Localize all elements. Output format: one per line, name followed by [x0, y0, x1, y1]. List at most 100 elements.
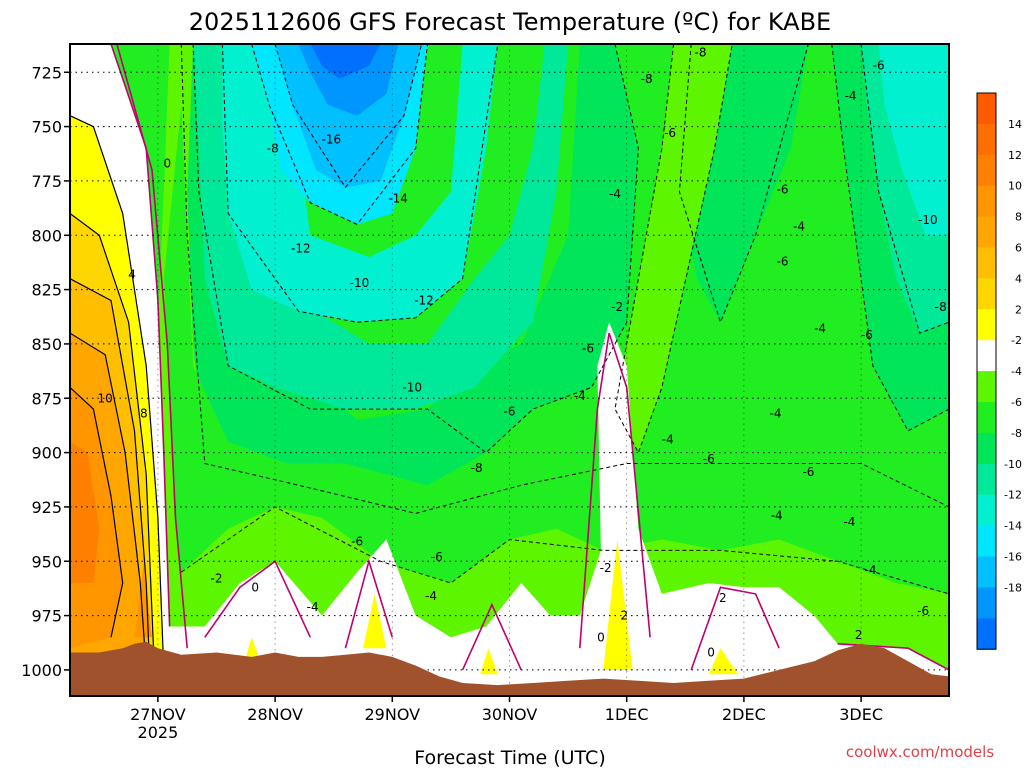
- contour-label: -8: [695, 46, 707, 60]
- contour-label: -10: [350, 276, 370, 290]
- contour-label: -6: [917, 604, 929, 618]
- y-tick-label: 900: [31, 444, 62, 463]
- colorbar-tick-label: 6: [1015, 242, 1022, 255]
- zero-contour-6: [690, 586, 780, 671]
- contour-label: -4: [574, 389, 586, 403]
- field-region-warm-pocket-d: [708, 648, 738, 675]
- colorbar-tick-label: -14: [1004, 520, 1022, 533]
- field-region-east-minus-10-to-12: [878, 44, 949, 236]
- contour-label: 4: [128, 267, 136, 281]
- credit-link[interactable]: coolwx.com/models: [846, 743, 994, 761]
- contour-label: -6: [351, 535, 363, 549]
- solid-contour-4: [70, 386, 124, 638]
- contour-label: 2: [621, 609, 629, 623]
- contour-label: -4: [771, 509, 783, 523]
- colorbar-bin: [977, 432, 996, 465]
- contour-label: 2: [719, 591, 727, 605]
- colorbar-bin: [977, 525, 996, 557]
- solid-contour-0: [70, 115, 165, 670]
- colorbar-tick-label: -16: [1004, 551, 1022, 564]
- colorbar-bin: [977, 340, 996, 372]
- contour-label: 0: [251, 580, 259, 594]
- contour-label: -4: [609, 187, 621, 201]
- contour-label: -4: [864, 563, 876, 577]
- contour-label: 0: [163, 157, 171, 171]
- colorbar-tick-label: 14: [1008, 118, 1022, 131]
- colorbar-bin: [977, 247, 996, 279]
- colorbar-tick-label: 4: [1015, 272, 1022, 285]
- y-tick-label: 825: [31, 281, 62, 300]
- contour-label: -8: [935, 300, 947, 314]
- x-tick-label: 29NOV: [365, 705, 421, 724]
- colorbar-tick-label: 10: [1008, 180, 1022, 193]
- colorbar-bin: [977, 93, 996, 125]
- contour-label: -6: [777, 254, 789, 268]
- contour-label: 2: [855, 628, 863, 642]
- contour-label: -6: [861, 328, 873, 342]
- x-tick-label: 30NOV: [482, 705, 538, 724]
- y-tick-label: 800: [31, 226, 62, 245]
- colorbar-bin: [977, 278, 996, 310]
- colorbar-bin: [977, 402, 996, 434]
- field-region-minus-2-to-4-ridge: [615, 44, 733, 453]
- contour-label: -6: [802, 465, 814, 479]
- y-tick-label: 725: [31, 63, 62, 82]
- colorbar-tick-label: -18: [1004, 581, 1022, 594]
- zero-contour-1: [116, 44, 188, 649]
- colorbar-bin: [977, 216, 996, 248]
- dashed-contour-0: [180, 44, 949, 514]
- contour-label: -10: [918, 213, 938, 227]
- contour-label: -8: [267, 141, 279, 155]
- contour-label: -6: [777, 183, 789, 197]
- colorbar-tick-label: 8: [1015, 211, 1022, 224]
- zero-contour-0: [110, 44, 171, 627]
- colorbar-tick-label: 2: [1015, 303, 1022, 316]
- field-region-minus-18-to-20: [310, 44, 381, 79]
- contour-label: -2: [611, 300, 623, 314]
- colorbar-tick-label: 12: [1008, 149, 1022, 162]
- colorbar-tick-label: -8: [1011, 427, 1022, 440]
- colorbar-bin: [977, 556, 996, 588]
- colorbar: 14 12 10 8 6 4 2 -2 -4 -6 -8 -10 -12 -14 -16 -18: [976, 92, 1022, 650]
- dashed-contour-7: [831, 44, 949, 432]
- y-tick-label: 925: [31, 498, 62, 517]
- contour-label: -12: [414, 293, 434, 307]
- contour-labels: 0 4 10 8 -8 -16 -14 -12 -10 -12 -10 -8 -6 -6 -6 -4 -4 -2 0…: [98, 46, 947, 660]
- contour-label: -8: [641, 72, 653, 86]
- dashed-contour-6: [614, 44, 733, 454]
- contour-label: -10: [402, 380, 422, 394]
- contour-label: -4: [770, 406, 782, 420]
- colorbar-frame: [976, 92, 997, 650]
- colorbar-bin: [977, 494, 996, 527]
- colorbar-tick-label: -2: [1011, 334, 1022, 347]
- zero-contour-5: [579, 332, 651, 649]
- contour-label: -4: [307, 600, 319, 614]
- contour-label: -6: [664, 126, 676, 140]
- colorbar-bin: [977, 371, 996, 403]
- y-tick-label: 750: [31, 118, 62, 137]
- contour-label: -4: [814, 322, 826, 336]
- dashed-contour-2: [221, 44, 499, 323]
- contour-label: -6: [703, 452, 715, 466]
- contour-label: -6: [504, 404, 516, 418]
- colorbar-tick-label: -10: [1004, 458, 1022, 471]
- colorbar-bin: [977, 587, 996, 619]
- contour-label: 0: [597, 630, 605, 644]
- contour-label: -6: [873, 59, 885, 73]
- field-region-warm-pocket-b: [480, 648, 498, 675]
- y-tick-label: 850: [31, 335, 62, 354]
- contour-label: -4: [662, 433, 674, 447]
- zero-contour-3: [344, 558, 394, 649]
- colorbar-bin: [977, 463, 996, 496]
- x-tick-year: 2025: [138, 723, 179, 742]
- colorbar-tick-label: -12: [1004, 489, 1022, 502]
- solid-contour-2: [70, 278, 151, 670]
- terrain-surface: [70, 641, 949, 696]
- colorbar-tick-label: -4: [1011, 365, 1022, 378]
- x-tick-label: 2DEC: [722, 705, 766, 724]
- contour-label: -8: [471, 461, 483, 475]
- field-region-12-to-14: [70, 441, 100, 583]
- y-tick-label: 775: [31, 172, 62, 191]
